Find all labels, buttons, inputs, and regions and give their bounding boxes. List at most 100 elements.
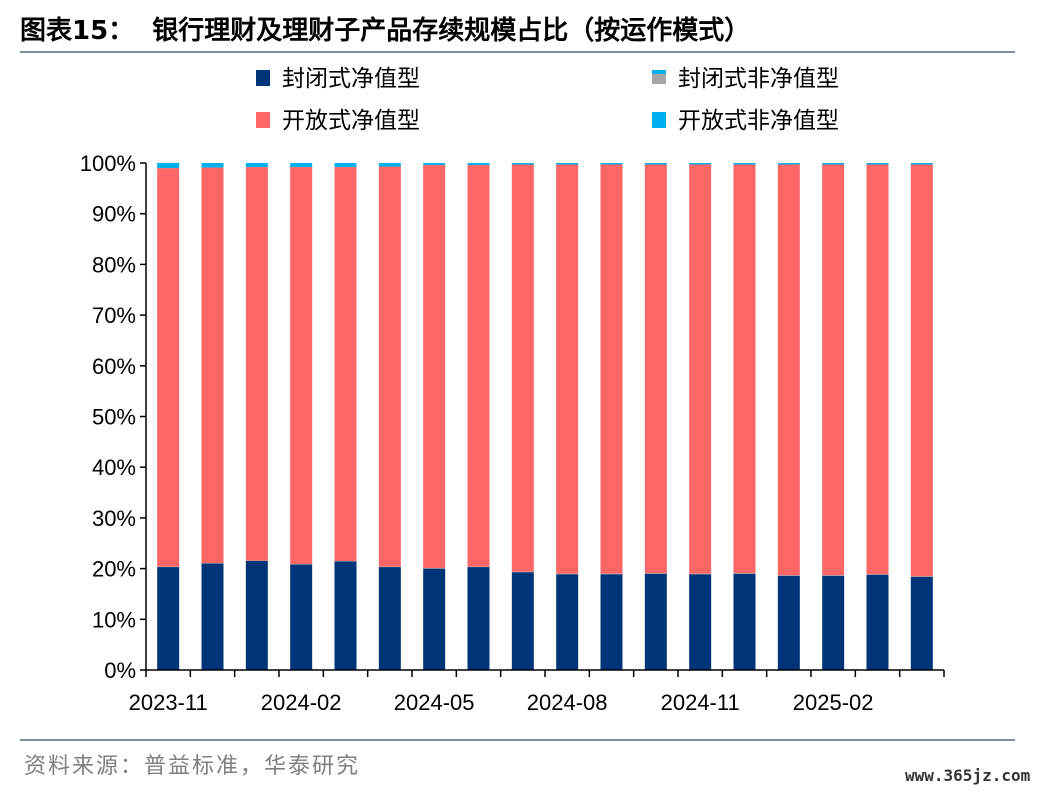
chart-axes: 0% 10% 20% 30% 40% 50% 60% 70% 80% 90% 100% 2023-11…: [80, 151, 945, 715]
bar-2024-02-s1: [290, 564, 313, 670]
bar-2025-01-s3: [777, 164, 800, 576]
bar-2023-11-s1: [157, 567, 180, 670]
bar-2024-02-s4: [290, 163, 313, 168]
bar-group-2024-03: [334, 163, 357, 670]
bar-2024-07-s1: [511, 572, 534, 670]
bar-2024-06-s3: [467, 165, 490, 567]
bar-2024-05-s4: [423, 163, 446, 166]
bar-2024-05-s3: [423, 165, 446, 569]
legend-swatch-1: [256, 70, 270, 86]
bar-2024-08-s1: [556, 574, 579, 670]
bar-group-2023-12: [201, 163, 224, 670]
legend-swatch-4: [652, 112, 666, 128]
bar-2025-03-s3: [866, 164, 889, 575]
bar-2023-12-s1: [201, 563, 224, 670]
bar-group-2024-08: [556, 163, 579, 670]
bar-2024-03-s1: [334, 561, 357, 670]
bar-2024-08-s4: [556, 163, 579, 165]
bar-2024-01-s3: [245, 167, 268, 561]
bar-group-2025-03: [866, 163, 889, 670]
bar-2025-04-s4: [910, 163, 933, 165]
bar-2024-09-s2: [600, 573, 623, 575]
legend-swatch-2-top: [652, 70, 666, 74]
bar-2024-12-s2: [733, 573, 756, 574]
y-tick-label: 0%: [104, 658, 136, 683]
bar-group-2024-06: [467, 163, 490, 670]
bar-2024-11-s3: [689, 164, 712, 574]
bar-2024-08-s2: [556, 573, 579, 575]
bar-2024-09-s4: [600, 163, 623, 165]
bar-group-2024-11: [689, 163, 712, 670]
legend-label-3: 开放式净值型: [282, 108, 420, 134]
bar-group-2024-05: [423, 163, 446, 670]
bar-2024-07-s3: [511, 164, 534, 572]
bar-2024-05-s1: [423, 568, 446, 670]
bar-2025-04-s1: [910, 576, 933, 670]
y-tick-label: 50%: [92, 405, 136, 430]
bar-2024-06-s4: [467, 163, 490, 166]
bar-2024-02-s3: [290, 167, 313, 565]
bar-group-2024-12: [733, 163, 756, 670]
bar-2025-03-s4: [866, 163, 889, 165]
legend-label-1: 封闭式净值型: [282, 66, 420, 92]
bar-2024-04-s1: [378, 567, 401, 670]
bar-2025-02-s1: [822, 575, 845, 670]
bar-group-2023-11: [157, 163, 180, 670]
y-tick-label: 60%: [92, 354, 136, 379]
title-divider: [20, 51, 1015, 53]
bar-2024-04-s2: [378, 566, 401, 568]
bar-group-2024-10: [644, 163, 667, 670]
y-tick-label: 90%: [92, 202, 136, 227]
bar-2024-03-s4: [334, 163, 357, 168]
bar-group-2024-07: [511, 163, 534, 670]
bar-2024-08-s3: [556, 164, 579, 574]
bar-2024-11-s4: [689, 163, 712, 165]
bar-2025-03-s2: [866, 574, 889, 575]
figure-title-text: 银行理财及理财子产品存续规模占比（按运作模式）: [152, 16, 751, 46]
bar-2024-07-s2: [511, 571, 534, 573]
bar-2024-02-s2: [290, 564, 313, 565]
bar-2025-02-s2: [822, 575, 845, 576]
bar-2023-12-s4: [201, 163, 224, 168]
bar-group-2024-09: [600, 163, 623, 670]
x-tick-label: 2023-11: [129, 690, 208, 715]
bar-2025-03-s1: [866, 574, 889, 670]
bar-2024-04-s3: [378, 166, 401, 567]
legend-swatch-3: [256, 112, 270, 128]
bar-2024-10-s1: [644, 573, 667, 670]
bar-group-2024-02: [290, 163, 313, 670]
bar-2023-11-s2: [157, 566, 180, 568]
bar-2024-10-s2: [644, 573, 667, 574]
figure-title: 图表15： 银行理财及理财子产品存续规模占比（按运作模式）: [20, 10, 750, 47]
bar-2024-06-s2: [467, 566, 490, 568]
bar-group-2025-04: [910, 163, 933, 670]
bar-2024-01-s1: [245, 561, 268, 670]
bar-2024-03-s3: [334, 167, 357, 561]
y-tick-label: 40%: [92, 455, 136, 480]
bar-2025-04-s3: [910, 164, 933, 577]
footer-divider: [20, 739, 1015, 741]
bar-2024-11-s1: [689, 574, 712, 670]
y-tick-label: 30%: [92, 506, 136, 531]
bar-2024-12-s4: [733, 163, 756, 165]
y-tick-label: 10%: [92, 607, 136, 632]
x-tick-label: 2024-02: [261, 690, 342, 715]
x-tick-label: 2025-02: [793, 690, 874, 715]
figure-label: 图表15：: [20, 16, 135, 46]
bar-2025-01-s1: [777, 575, 800, 670]
y-tick-label: 20%: [92, 557, 136, 582]
bar-2024-07-s4: [511, 163, 534, 165]
bar-2024-11-s2: [689, 573, 712, 575]
x-tick-label: 2024-05: [394, 690, 475, 715]
bar-2024-01-s4: [245, 163, 268, 168]
bar-2024-05-s2: [423, 568, 446, 569]
bar-2025-02-s3: [822, 164, 845, 576]
bar-2024-03-s2: [334, 561, 357, 562]
y-tick-label: 70%: [92, 303, 136, 328]
bar-2023-12-s2: [201, 563, 224, 564]
bar-group-2024-01: [245, 163, 268, 670]
bar-2025-04-s2: [910, 576, 933, 577]
source-note: 资料来源：普益标准，华泰研究: [24, 754, 361, 779]
